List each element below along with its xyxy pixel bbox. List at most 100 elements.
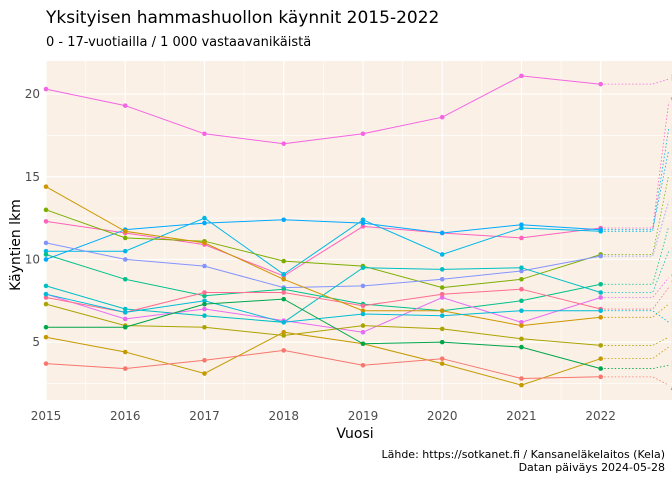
point-varsinais-suomi	[43, 219, 49, 224]
series-label-pohjois-pohjanmaa: Pohjois-Pohjanmaa	[671, 195, 672, 211]
point-pohjanmaa	[439, 313, 445, 318]
point-etelä-savo	[360, 323, 366, 328]
series-line-etelä-savo	[45, 303, 601, 346]
point-ahvenanmaa	[122, 366, 128, 371]
data-points	[43, 73, 603, 388]
point-pohjanmaa	[598, 308, 603, 314]
x-tick-label: 2020	[427, 409, 458, 423]
point-kainuu	[439, 361, 445, 366]
y-axis-title: Käyntien lkm	[8, 199, 24, 291]
point-pohjois-pohjanmaa	[360, 283, 366, 289]
series-label-etelä-savo: Etelä-Savo	[671, 330, 672, 346]
series-line-pohjois-pohjanmaa	[45, 242, 601, 289]
point-kainuu	[122, 349, 128, 355]
point-pohjanmaa	[43, 291, 49, 297]
point-pohjois-pohjanmaa	[519, 268, 524, 274]
point-keski-pohjanmaa	[598, 366, 603, 371]
point-kymenlaakso	[122, 276, 128, 282]
point-pohjois-karjala	[360, 220, 366, 226]
point-uusimaa	[598, 81, 603, 87]
point-uusimaa	[281, 141, 287, 146]
point-lappi	[122, 306, 128, 312]
connector-uusimaa	[600, 78, 669, 85]
label-connectors	[600, 78, 670, 386]
point-kanta-häme	[439, 285, 445, 290]
point-lappi	[360, 265, 366, 271]
series-label-ahvenanmaa: Ahvenanmaa	[671, 378, 672, 394]
x-tick-label: 2018	[268, 409, 299, 423]
point-kainuu	[202, 371, 207, 376]
series-line-uusimaa	[45, 75, 601, 145]
point-pohjanmaa	[519, 308, 524, 314]
point-ahvenanmaa	[43, 361, 49, 366]
point-pohjois-karjala	[43, 257, 49, 262]
point-pohjois-karjala	[202, 220, 207, 226]
point-kymenlaakso	[281, 286, 287, 292]
point-päijät-häme	[439, 291, 445, 297]
point-uusimaa	[439, 114, 445, 120]
series-label-kainuu: Kainuu	[671, 340, 672, 356]
point-etelä-savo	[598, 343, 603, 348]
point-satakunta	[122, 316, 128, 322]
series-line-satakunta	[45, 293, 601, 333]
point-kanta-häme	[43, 207, 49, 213]
point-keski-pohjanmaa	[202, 301, 207, 307]
point-keski-pohjanmaa	[360, 341, 366, 347]
series-labels: Uusimaa Varsinais-Suomi Pirkanmaa Pohjois-K…	[671, 72, 672, 394]
series-line-ahvenanmaa	[45, 349, 601, 380]
y-tick-label: 5	[32, 335, 40, 349]
point-kanta-häme	[519, 276, 524, 282]
point-keski-pohjanmaa	[122, 324, 128, 330]
point-pohjois-pohjanmaa	[122, 257, 128, 262]
point-kainuu	[281, 329, 287, 335]
point-etelä-pohjanmaa	[281, 276, 287, 282]
y-tick-label: 20	[25, 87, 40, 101]
point-lappi	[43, 283, 49, 289]
point-pohjois-karjala	[598, 227, 603, 232]
point-kymenlaakso	[519, 298, 524, 304]
point-uusimaa	[122, 103, 128, 108]
point-satakunta	[439, 295, 445, 300]
point-kainuu	[519, 382, 524, 388]
point-pohjois-pohjanmaa	[43, 240, 49, 246]
point-lappi	[439, 267, 445, 272]
point-päijät-häme	[519, 286, 524, 292]
series-line-kanta-häme	[45, 209, 601, 289]
x-tick-label: 2017	[189, 409, 220, 423]
connector-kymenlaakso	[600, 226, 670, 285]
point-etelä-savo	[281, 333, 287, 338]
caption-date: Datan päiväys 2024-05-28	[519, 461, 665, 474]
connector-ahvenanmaa	[600, 376, 669, 386]
point-pirkanmaa	[281, 272, 287, 277]
point-pirkanmaa	[202, 215, 207, 221]
point-satakunta	[360, 329, 366, 335]
point-päijät-häme	[281, 290, 287, 295]
connector-etelä-savo	[600, 336, 669, 346]
point-ahvenanmaa	[519, 376, 524, 381]
point-uusimaa	[202, 131, 207, 137]
connector-kanta-häme	[600, 175, 670, 255]
point-kainuu	[43, 334, 49, 340]
point-pohjois-karjala	[519, 222, 524, 228]
point-pirkanmaa	[122, 248, 128, 254]
series-label-etelä-pohjanmaa: Etelä-Pohjanmaa	[671, 297, 672, 313]
series-label-pirkanmaa: Pirkanmaa	[671, 122, 672, 138]
point-varsinais-suomi	[360, 224, 366, 229]
point-keski-pohjanmaa	[43, 324, 49, 330]
series-label-uusimaa: Uusimaa	[671, 72, 672, 88]
point-etelä-savo	[43, 301, 49, 307]
point-etelä-savo	[439, 326, 445, 332]
x-tick-label: 2021	[506, 409, 537, 423]
point-uusimaa	[360, 131, 366, 137]
point-kymenlaakso	[598, 281, 603, 287]
series-line-keski-pohjanmaa	[46, 298, 601, 370]
point-pirkanmaa	[43, 248, 49, 254]
series-label-keski-pohjanmaa: Keski-Pohjanmaa	[671, 358, 672, 374]
point-etelä-pohjanmaa	[122, 229, 128, 234]
point-satakunta	[519, 319, 524, 325]
y-tick-label: 10	[25, 252, 40, 266]
point-lappi	[598, 290, 603, 295]
point-keski-pohjanmaa	[439, 339, 445, 345]
series-line-kainuu	[45, 331, 601, 386]
series-label-pohjanmaa: Pohjanmaa	[671, 315, 672, 331]
